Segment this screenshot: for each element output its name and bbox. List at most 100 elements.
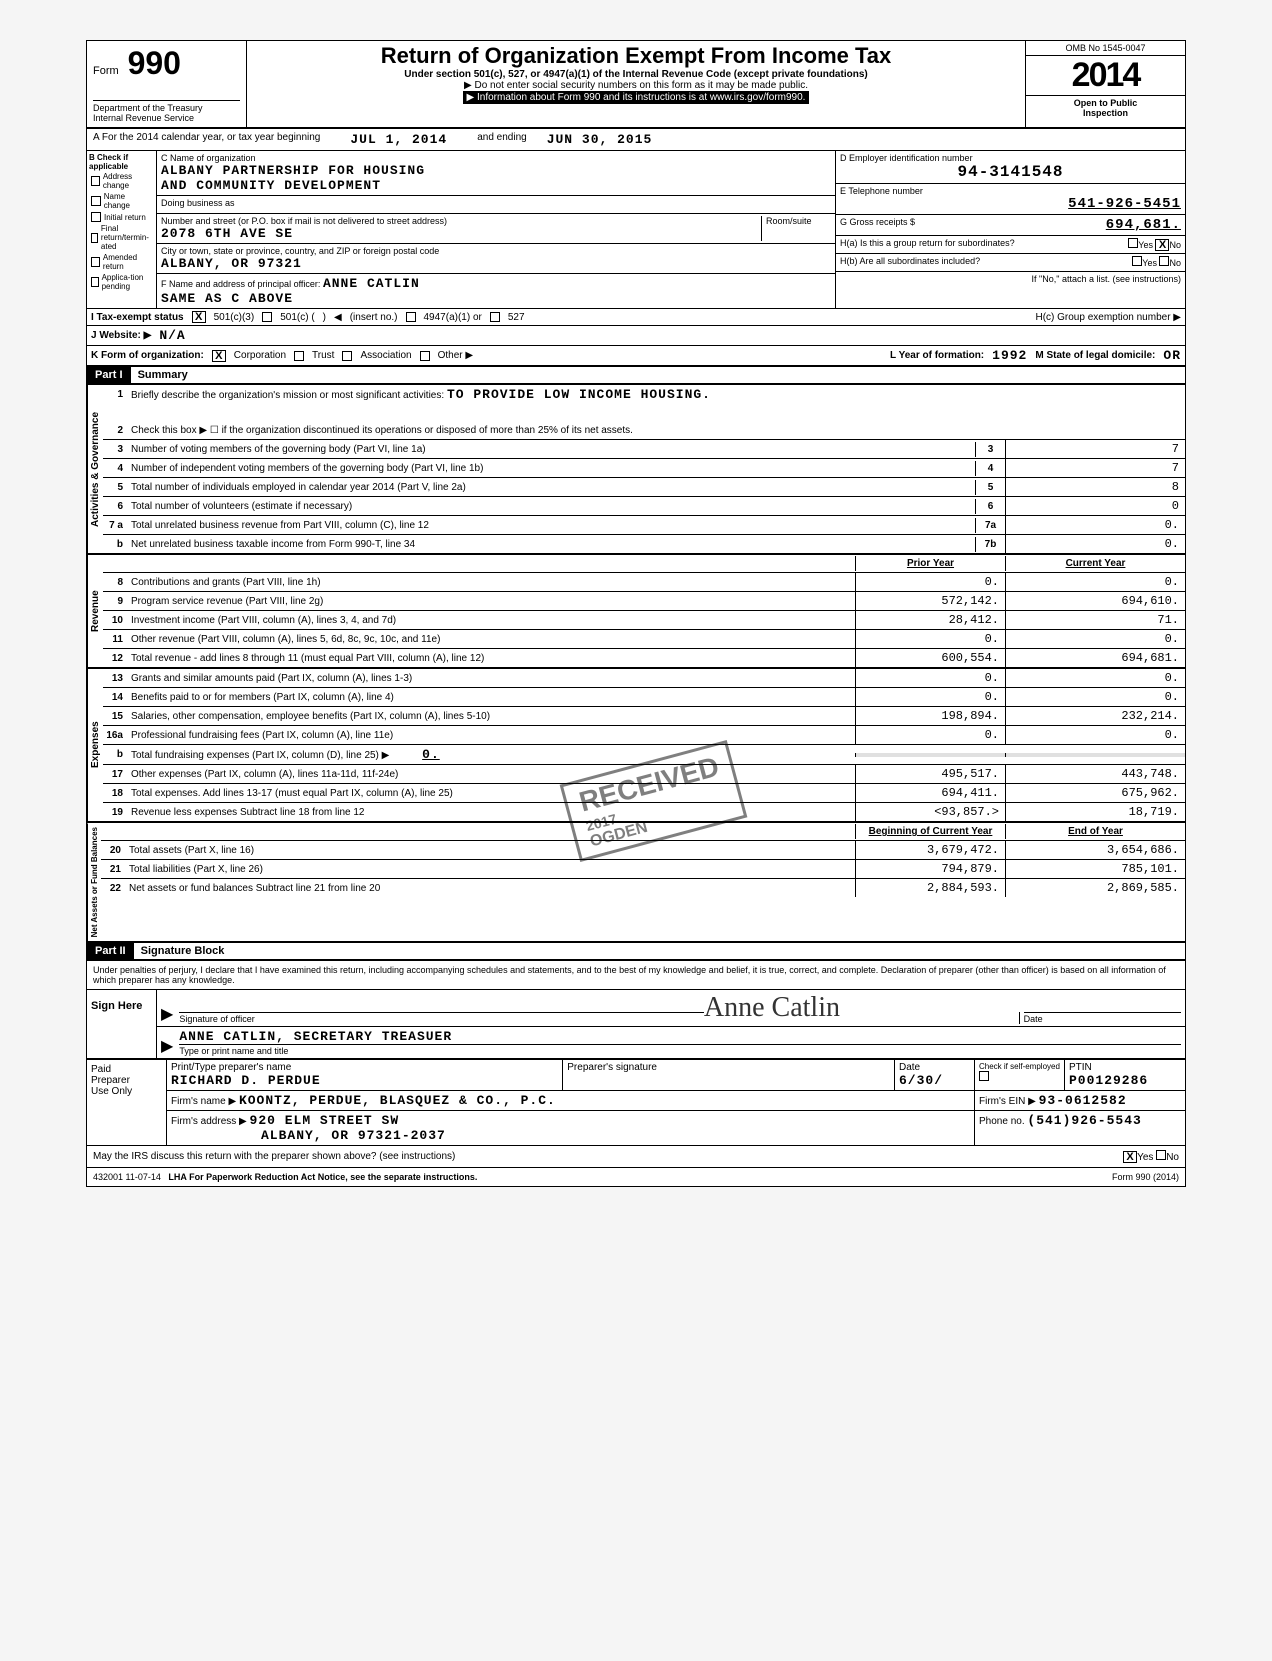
cb-ha-yes[interactable] [1128,238,1138,248]
activities-section: Activities & Governance 1Briefly describ… [87,385,1185,555]
cb-hb-yes[interactable] [1132,256,1142,266]
cb-app-pending[interactable] [91,277,99,287]
netassets-section: Net Assets or Fund Balances Beginning of… [87,823,1185,943]
l13-prior: 0. [855,669,1005,687]
tax-year-end: JUN 30, 2015 [547,132,653,147]
note-info: ▶ Information about Form 990 and its ins… [463,91,810,104]
irs-discuss-row: May the IRS discuss this return with the… [87,1146,1185,1168]
l14-prior: 0. [855,688,1005,706]
row-j-k: J Website: ▶ N/A [87,326,1185,346]
firm-phone: (541)926-5543 [1027,1113,1141,1128]
l8-curr: 0. [1005,573,1185,591]
cb-assoc[interactable] [342,351,352,361]
lha-notice: LHA For Paperwork Reduction Act Notice, … [168,1172,477,1182]
l16b-val: 0. [422,747,440,762]
check-self-label: Check if self-employed [979,1062,1060,1071]
form-number: 990 [128,45,181,81]
l15-curr: 232,214. [1005,707,1185,725]
k-label: K Form of organization: [91,350,204,361]
part-i-label: Part I [87,367,131,383]
year-formation: 1992 [992,348,1027,363]
city-state-zip: ALBANY, OR 97321 [161,256,831,271]
l21-prior: 794,879. [855,860,1005,878]
d-label: D Employer identification number [840,153,1181,163]
form-label: Form [93,65,119,77]
hc-label: H(c) Group exemption number ▶ [1035,312,1181,323]
line-a: A For the 2014 calendar year, or tax yea… [87,129,1185,151]
l10-prior: 28,412. [855,611,1005,629]
line-a-prefix: A For the 2014 calendar year, or tax yea… [93,132,320,147]
cb-corp[interactable]: X [212,350,226,362]
form-subtitle: Under section 501(c), 527, or 4947(a)(1)… [253,69,1019,80]
l15-prior: 198,894. [855,707,1005,725]
part-i-title: Summary [134,367,192,383]
l9-prior: 572,142. [855,592,1005,610]
dept-treasury: Department of the Treasury [93,103,240,113]
dept-irs: Internal Revenue Service [93,113,240,123]
cb-501c[interactable] [262,312,272,322]
header: Form 990 Department of the Treasury Inte… [87,41,1185,129]
cb-hb-no[interactable] [1159,256,1169,266]
dba-label: Doing business as [157,196,835,214]
arrow-icon: ▶ [161,1036,173,1056]
c-label: C Name of organization [161,153,831,163]
phone-label: Phone no. [979,1116,1025,1127]
l17-prior: 495,517. [855,765,1005,783]
sign-here-label: Sign Here [87,990,157,1058]
l10-curr: 71. [1005,611,1185,629]
cb-address[interactable] [91,176,100,186]
open-public: Open to Public [1028,98,1183,108]
l18-prior: 694,411. [855,784,1005,802]
inspection: Inspection [1028,108,1183,118]
section-identity: B Check if applicable Address change Nam… [87,151,1185,309]
hdr-end: End of Year [1005,824,1185,839]
cb-initial[interactable] [91,212,101,222]
cb-name[interactable] [91,196,101,206]
l8-prior: 0. [855,573,1005,591]
firm-name: KOONTZ, PERDUE, BLASQUEZ & CO., P.C. [239,1093,556,1108]
room-label: Room/suite [761,216,831,241]
revenue-section: Revenue Prior YearCurrent Year 8Contribu… [87,555,1185,669]
city-label: City or town, state or province, country… [161,246,831,256]
row-i-status: I Tax-exempt status X501(c)(3) 501(c) ( … [87,309,1185,326]
netassets-label: Net Assets or Fund Balances [87,823,101,941]
l22-curr: 2,869,585. [1005,879,1185,897]
cb-irs-no[interactable] [1156,1150,1166,1160]
cb-4947[interactable] [406,312,416,322]
preparer-block: Paid Preparer Use Only Print/Type prepar… [87,1060,1185,1146]
l18-curr: 675,962. [1005,784,1185,802]
part-ii-header: Part II Signature Block [87,943,1185,961]
form-ref: Form 990 (2014) [1112,1172,1179,1182]
cb-final[interactable] [91,233,98,243]
cb-irs-yes[interactable]: X [1123,1151,1137,1163]
cb-501c3[interactable]: X [192,311,206,323]
cb-trust[interactable] [294,351,304,361]
page-footer: 432001 11-07-14 LHA For Paperwork Reduct… [87,1168,1185,1186]
hdr-current: Current Year [1005,556,1185,571]
prep-sig-label: Preparer's signature [567,1062,890,1073]
revenue-label: Revenue [87,555,103,667]
certification: Under penalties of perjury, I declare th… [87,961,1185,990]
cb-other[interactable] [420,351,430,361]
cb-amended[interactable] [91,257,100,267]
irs-discuss-q: May the IRS discuss this return with the… [93,1151,455,1162]
expenses-section: Expenses 13Grants and similar amounts pa… [87,669,1185,823]
l17-curr: 443,748. [1005,765,1185,783]
m-label: M State of legal domicile: [1035,350,1155,361]
g-label: G Gross receipts $ [840,217,915,233]
hdr-begin: Beginning of Current Year [855,824,1005,839]
addr-label: Number and street (or P.O. box if mail i… [161,216,761,226]
org-name-2: AND COMMUNITY DEVELOPMENT [161,178,831,193]
ptin-label: PTIN [1069,1062,1181,1073]
l12-prior: 600,554. [855,649,1005,667]
cb-527[interactable] [490,312,500,322]
header-left: Form 990 Department of the Treasury Inte… [87,41,247,127]
l11-prior: 0. [855,630,1005,648]
val-7b: 0. [1005,535,1185,553]
cb-ha-no[interactable]: X [1155,239,1169,251]
l22-prior: 2,884,593. [855,879,1005,897]
expenses-label: Expenses [87,669,103,821]
officer-name: ANNE CATLIN [323,276,420,291]
cb-self-employed[interactable] [979,1071,989,1081]
paid-label: Paid [91,1064,162,1075]
